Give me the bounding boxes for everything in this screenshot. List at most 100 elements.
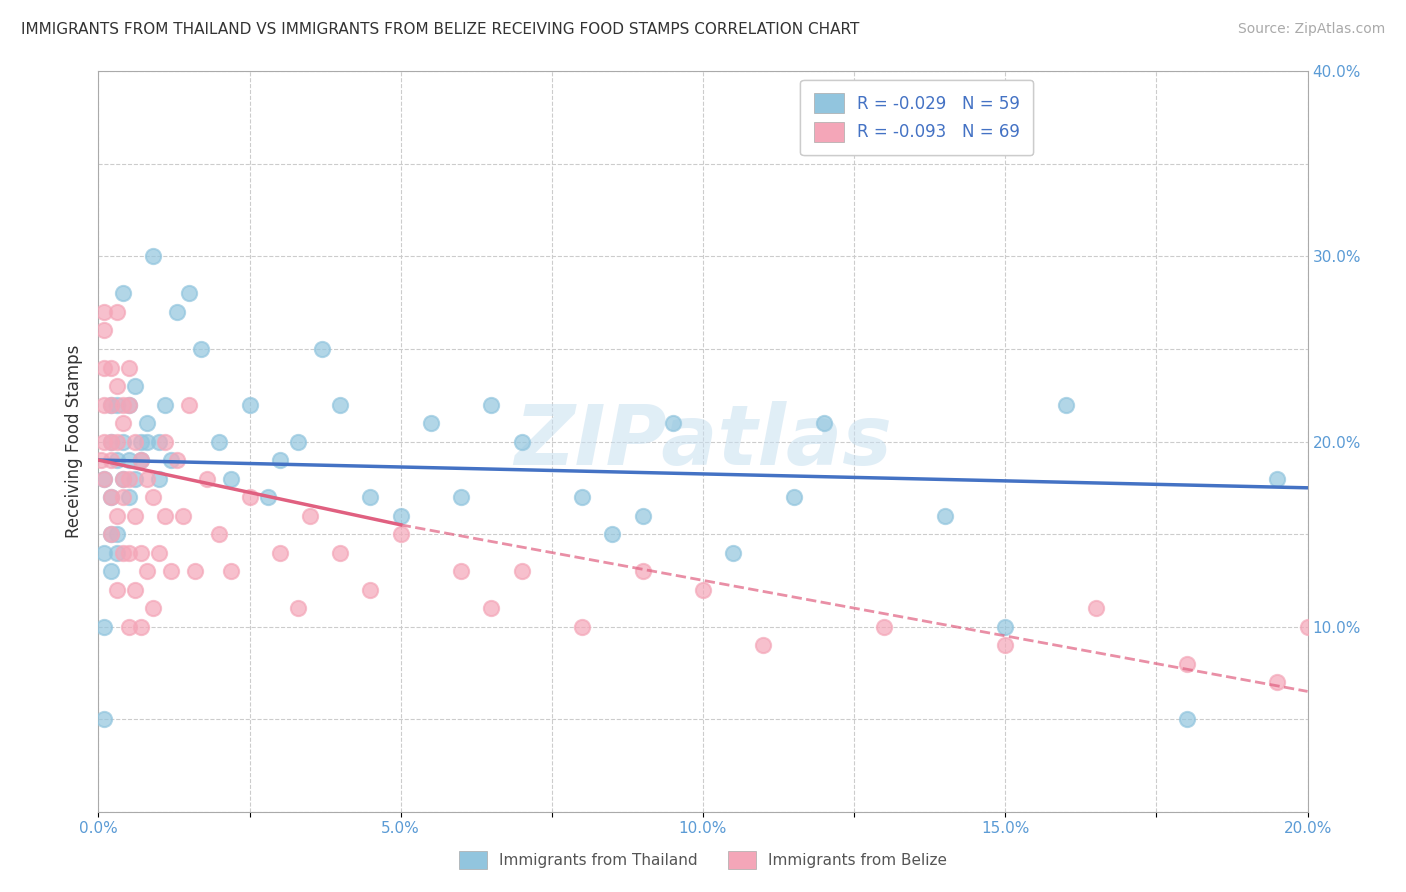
Point [118, 490, 141, 504]
Point [873, 619, 896, 633]
Point [813, 416, 835, 430]
Point [221, 472, 243, 486]
Point [93, 305, 115, 319]
Legend: R = -0.029   N = 59, R = -0.093   N = 69: R = -0.029 N = 59, R = -0.093 N = 69 [800, 79, 1033, 155]
Point [118, 472, 141, 486]
Point [142, 250, 165, 264]
Point [100, 434, 122, 449]
Point [510, 564, 533, 578]
Point [172, 508, 194, 523]
Point [100, 527, 122, 541]
Point [100, 564, 122, 578]
Point [166, 305, 188, 319]
Point [135, 472, 157, 486]
Point [420, 416, 443, 430]
Point [93, 712, 115, 726]
Point [129, 453, 152, 467]
Point [481, 398, 503, 412]
Point [100, 360, 122, 375]
Point [105, 527, 128, 541]
Point [105, 508, 128, 523]
Point [360, 490, 382, 504]
Point [135, 416, 157, 430]
Point [153, 434, 176, 449]
Point [269, 545, 291, 560]
Point [190, 342, 212, 356]
Point [124, 379, 146, 393]
Point [450, 490, 472, 504]
Point [287, 434, 309, 449]
Point [571, 490, 593, 504]
Point [118, 545, 141, 560]
Point [510, 434, 533, 449]
Point [118, 619, 141, 633]
Point [256, 490, 278, 504]
Point [752, 638, 775, 652]
Point [93, 472, 115, 486]
Point [135, 434, 157, 449]
Point [571, 619, 593, 633]
Point [153, 398, 176, 412]
Point [179, 398, 201, 412]
Point [105, 434, 128, 449]
Point [129, 434, 152, 449]
Point [129, 619, 152, 633]
Point [1267, 675, 1289, 690]
Point [269, 453, 291, 467]
Point [105, 545, 128, 560]
Point [783, 490, 806, 504]
Point [124, 434, 146, 449]
Point [184, 564, 207, 578]
Point [93, 619, 115, 633]
Text: Source: ZipAtlas.com: Source: ZipAtlas.com [1237, 22, 1385, 37]
Point [111, 490, 134, 504]
Text: IMMIGRANTS FROM THAILAND VS IMMIGRANTS FROM BELIZE RECEIVING FOOD STAMPS CORRELA: IMMIGRANTS FROM THAILAND VS IMMIGRANTS F… [21, 22, 859, 37]
Point [631, 508, 654, 523]
Point [1175, 712, 1198, 726]
Point [93, 434, 115, 449]
Point [287, 601, 309, 615]
Point [692, 582, 714, 597]
Point [160, 453, 183, 467]
Point [100, 527, 122, 541]
Text: ZIPatlas: ZIPatlas [515, 401, 891, 482]
Point [389, 508, 412, 523]
Point [221, 564, 243, 578]
Point [93, 324, 115, 338]
Point [1267, 472, 1289, 486]
Point [195, 472, 218, 486]
Point [208, 527, 231, 541]
Point [90, 453, 112, 467]
Point [129, 545, 152, 560]
Point [160, 564, 183, 578]
Point [934, 508, 956, 523]
Point [239, 490, 262, 504]
Point [111, 545, 134, 560]
Point [329, 398, 352, 412]
Point [111, 472, 134, 486]
Point [311, 342, 333, 356]
Point [100, 490, 122, 504]
Point [661, 416, 683, 430]
Y-axis label: Receiving Food Stamps: Receiving Food Stamps [65, 345, 83, 538]
Point [153, 508, 176, 523]
Point [148, 545, 170, 560]
Point [124, 472, 146, 486]
Point [179, 286, 201, 301]
Point [118, 360, 141, 375]
Point [1085, 601, 1108, 615]
Point [100, 453, 122, 467]
Point [450, 564, 472, 578]
Point [105, 305, 128, 319]
Point [93, 545, 115, 560]
Point [994, 619, 1017, 633]
Point [100, 398, 122, 412]
Point [129, 453, 152, 467]
Point [111, 398, 134, 412]
Point [994, 638, 1017, 652]
Point [100, 434, 122, 449]
Point [481, 601, 503, 615]
Point [105, 398, 128, 412]
Point [1296, 619, 1319, 633]
Point [148, 472, 170, 486]
